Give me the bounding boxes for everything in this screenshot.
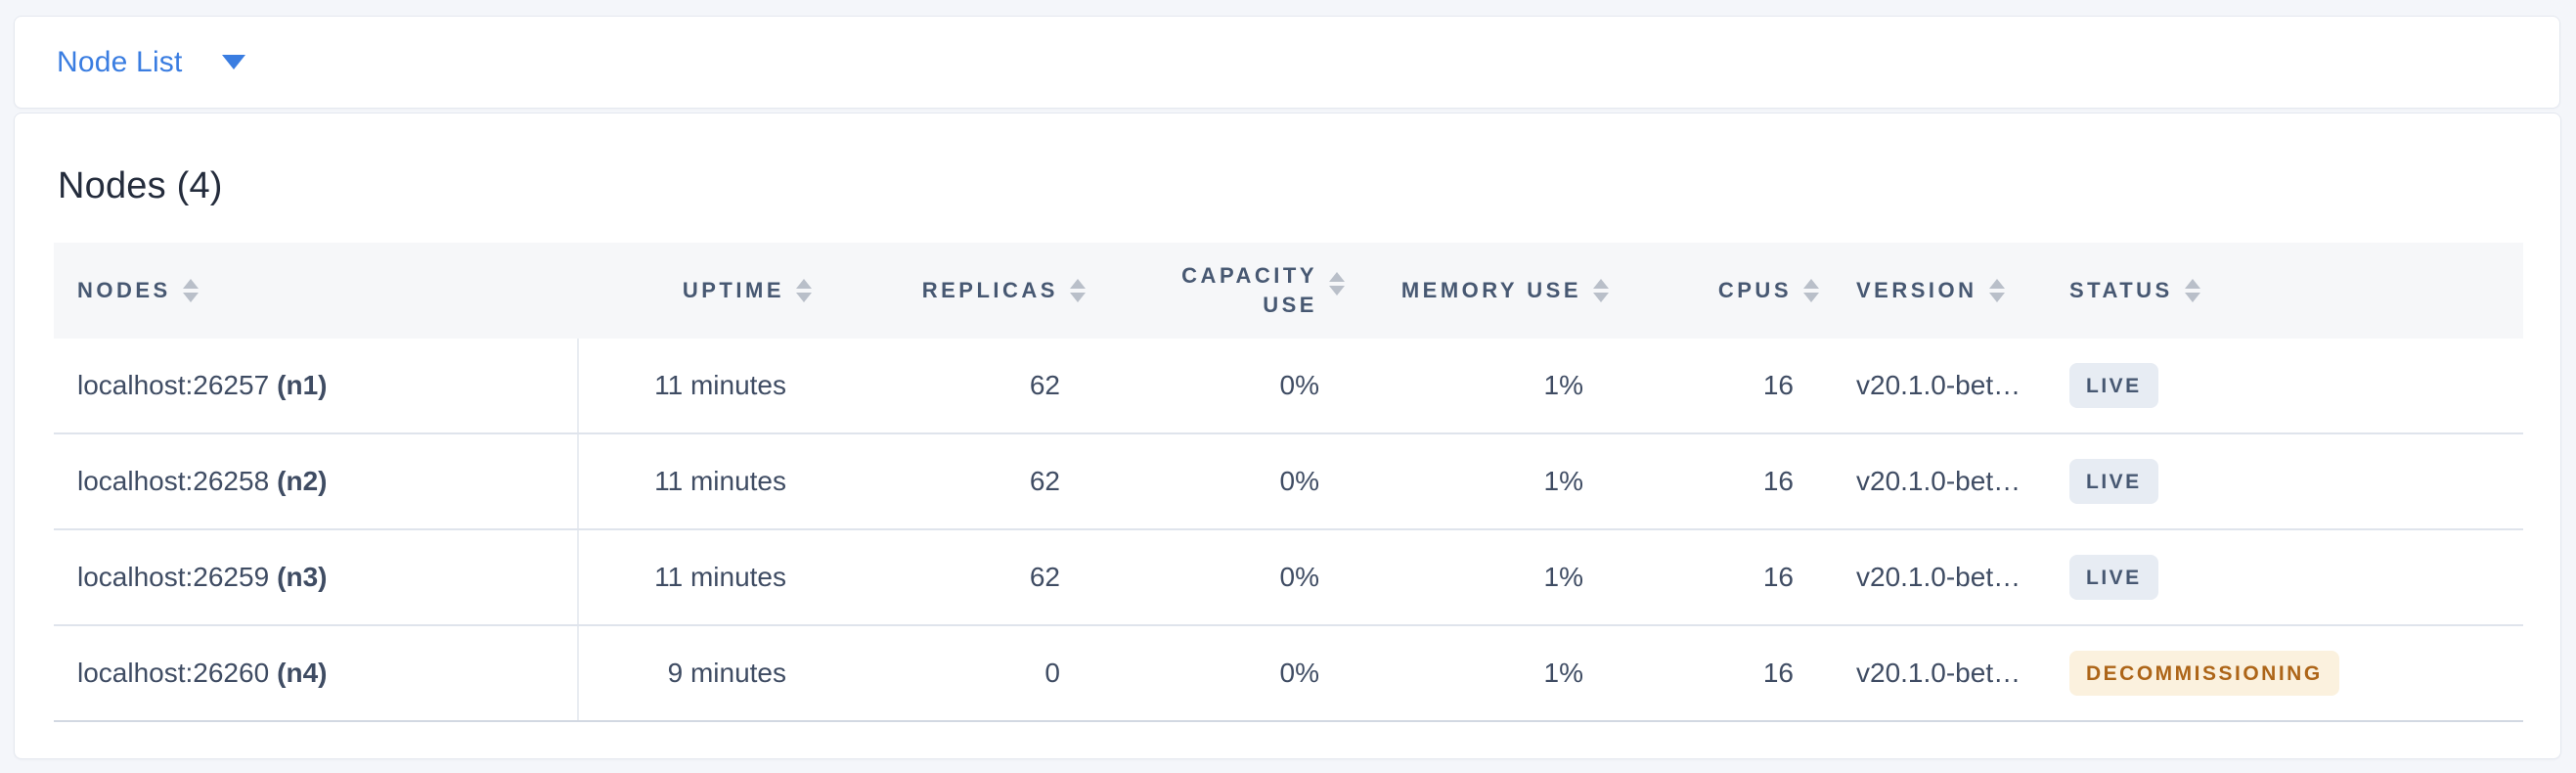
column-header-memory-use[interactable]: MEMORY USE	[1347, 243, 1611, 339]
view-selector-bar: Node List	[14, 16, 2560, 109]
status-badge: LIVE	[2069, 459, 2158, 504]
uptime-cell: 11 minutes	[654, 562, 786, 592]
capacity-use-cell: 0%	[1279, 658, 1319, 688]
node-list-dropdown-label: Node List	[57, 45, 183, 78]
capacity-use-cell: 0%	[1279, 562, 1319, 592]
status-cell: LIVE	[2065, 530, 2523, 624]
node-address: localhost:26258	[77, 466, 270, 496]
column-header-status[interactable]: STATUS	[2065, 243, 2523, 339]
status-cell: LIVE	[2065, 434, 2523, 528]
column-header-capacity-use[interactable]: CAPACITY USE	[1088, 243, 1347, 339]
table-row: localhost:26257 (n1) 11 minutes 62 0% 1%…	[54, 339, 2523, 434]
table-header-row: NODES UPTIME REPLICAS CAPACITY USE MEMOR…	[54, 243, 2523, 339]
cpus-cell: 16	[1762, 658, 1794, 688]
column-header-cpus[interactable]: CPUS	[1611, 243, 1821, 339]
uptime-cell: 11 minutes	[654, 466, 786, 496]
memory-use-cell: 1%	[1543, 658, 1583, 688]
capacity-use-cell: 0%	[1279, 466, 1319, 496]
sort-arrows-icon	[2183, 279, 2202, 302]
status-badge: DECOMMISSIONING	[2069, 651, 2339, 696]
caret-down-icon	[221, 55, 245, 69]
column-header-uptime[interactable]: UPTIME	[579, 243, 814, 339]
node-id: (n2)	[277, 466, 328, 496]
cpus-cell: 16	[1762, 370, 1794, 400]
cpus-cell: 16	[1762, 562, 1794, 592]
page-title: Nodes (4)	[58, 165, 223, 206]
node-address-cell[interactable]: localhost:26260 (n4)	[54, 626, 579, 720]
node-address-cell[interactable]: localhost:26258 (n2)	[54, 434, 579, 528]
node-list-dropdown[interactable]: Node List	[57, 46, 245, 79]
uptime-cell: 11 minutes	[654, 370, 786, 400]
node-address: localhost:26259	[77, 562, 270, 592]
memory-use-cell: 1%	[1543, 466, 1583, 496]
column-header-version[interactable]: VERSION	[1821, 243, 2065, 339]
replicas-cell: 62	[1029, 562, 1060, 592]
replicas-cell: 0	[1044, 658, 1060, 688]
node-address: localhost:26257	[77, 370, 270, 400]
node-id: (n4)	[277, 658, 328, 688]
column-header-nodes[interactable]: NODES	[54, 243, 579, 339]
nodes-panel: Nodes (4) NODES UPTIME REPLICAS CAPACITY…	[14, 113, 2561, 759]
uptime-cell: 9 minutes	[667, 658, 786, 688]
memory-use-cell: 1%	[1543, 370, 1583, 400]
sort-arrows-icon	[1327, 272, 1347, 296]
nodes-table: NODES UPTIME REPLICAS CAPACITY USE MEMOR…	[54, 243, 2523, 722]
cpus-cell: 16	[1762, 466, 1794, 496]
table-row: localhost:26260 (n4) 9 minutes 0 0% 1% 1…	[54, 626, 2523, 722]
status-cell: DECOMMISSIONING	[2065, 626, 2523, 720]
table-row: localhost:26258 (n2) 11 minutes 62 0% 1%…	[54, 434, 2523, 530]
memory-use-cell: 1%	[1543, 562, 1583, 592]
replicas-cell: 62	[1029, 466, 1060, 496]
version-cell: v20.1.0-bet…	[1856, 466, 2021, 496]
capacity-use-cell: 0%	[1279, 370, 1319, 400]
sort-arrows-icon	[1591, 279, 1611, 302]
sort-arrows-icon	[181, 279, 200, 302]
status-badge: LIVE	[2069, 363, 2158, 408]
sort-arrows-icon	[1801, 279, 1821, 302]
node-address: localhost:26260	[77, 658, 270, 688]
node-id: (n3)	[277, 562, 328, 592]
version-cell: v20.1.0-bet…	[1856, 658, 2021, 688]
table-row: localhost:26259 (n3) 11 minutes 62 0% 1%…	[54, 530, 2523, 626]
column-header-replicas[interactable]: REPLICAS	[814, 243, 1088, 339]
node-address-cell[interactable]: localhost:26259 (n3)	[54, 530, 579, 624]
version-cell: v20.1.0-bet…	[1856, 562, 2021, 592]
sort-arrows-icon	[794, 279, 814, 302]
replicas-cell: 62	[1029, 370, 1060, 400]
version-cell: v20.1.0-bet…	[1856, 370, 2021, 400]
node-id: (n1)	[277, 370, 328, 400]
status-cell: LIVE	[2065, 339, 2523, 432]
node-address-cell[interactable]: localhost:26257 (n1)	[54, 339, 579, 432]
sort-arrows-icon	[1987, 279, 2007, 302]
status-badge: LIVE	[2069, 555, 2158, 600]
sort-arrows-icon	[1068, 279, 1088, 302]
